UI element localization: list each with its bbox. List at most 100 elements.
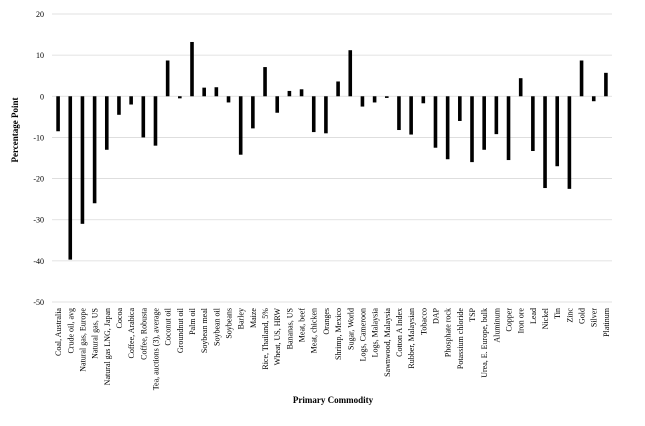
x-tick-label: Groundnut oil (176, 307, 185, 353)
bar (482, 96, 486, 150)
bar (470, 96, 474, 163)
y-axis-title: Percentage Point (10, 97, 20, 162)
y-tick-label: 20 (36, 10, 44, 19)
bar (117, 96, 121, 115)
bar (348, 50, 353, 97)
y-tick-label: -10 (33, 133, 44, 142)
y-tick-label: -30 (33, 216, 44, 225)
bars (56, 41, 608, 260)
x-tick-label: TSP (468, 307, 477, 321)
x-tick-label: Logs, Malaysia (371, 308, 380, 358)
bar (129, 96, 133, 105)
bar (104, 96, 109, 150)
x-tick-label: Aluminum (492, 307, 501, 342)
x-tick-label: Crude oil, avg (66, 308, 75, 354)
bar (433, 96, 438, 148)
x-tick-label: Cotton A Index (395, 308, 404, 357)
x-tick-label: Tobacco (419, 308, 428, 335)
bar (324, 96, 328, 134)
bar (421, 96, 426, 104)
y-axis-ticks: 20 10 0 -10 -20 -30 -40 -50 (33, 10, 44, 307)
x-tick-label: Barley (237, 308, 246, 329)
bar (251, 96, 255, 129)
y-tick-label: -40 (33, 257, 44, 266)
x-tick-label: Meat, chicken (310, 308, 319, 353)
bar (531, 96, 535, 152)
bar (494, 96, 499, 135)
x-tick-label: Rubber, Malaysian (407, 308, 416, 369)
y-tick-label: 0 (40, 92, 44, 101)
bar (397, 96, 401, 131)
bar (226, 96, 231, 103)
x-tick-label: Bananas, US (285, 308, 294, 349)
bar (141, 96, 146, 138)
x-tick-label: Urea, E. Europe, bulk (480, 308, 489, 378)
bar (214, 87, 219, 97)
x-tick-label: Zinc (565, 308, 574, 323)
bar (238, 96, 243, 155)
bar (506, 96, 511, 161)
x-tick-label: Natural gas LNG, Japan (103, 308, 112, 385)
bar (68, 96, 73, 260)
x-tick-label: Wheat, US, HRW (273, 308, 282, 366)
x-tick-label: DAP (431, 307, 440, 324)
bar (372, 96, 377, 103)
x-tick-label: Iron ore (517, 308, 526, 334)
gridlines (52, 13, 612, 303)
x-tick-label: Natural gas, US (91, 308, 100, 359)
bar (92, 96, 97, 204)
bar (360, 96, 365, 107)
x-tick-label: Sugar, World (346, 308, 355, 350)
bar (202, 87, 206, 97)
x-tick-label: Lead (529, 308, 538, 324)
y-tick-label: 10 (36, 51, 44, 60)
bar (287, 90, 292, 97)
x-tick-label: Gold (578, 308, 587, 324)
bar (165, 60, 170, 97)
bar (80, 96, 85, 224)
x-tick-label: Meat, beef (298, 308, 307, 343)
x-tick-label: Tin (553, 308, 562, 319)
x-tick-label: Palm oil (188, 307, 197, 335)
x-tick-label: Coconut oil (164, 307, 173, 345)
x-tick-label: Soybean oil (212, 307, 221, 346)
x-tick-label: Nickel (541, 307, 550, 329)
x-tick-label: Coffee, Arabica (127, 308, 136, 359)
x-tick-label: Potassium chloride (456, 308, 465, 370)
x-tick-label: Soybeans (225, 308, 234, 339)
x-axis-title: Primary Commodity (293, 395, 374, 405)
bar (299, 89, 304, 97)
x-tick-label: Cocoa (115, 308, 124, 329)
x-tick-label: Shrimp, Mexico (334, 308, 343, 360)
bar (458, 96, 462, 121)
x-tick-label: Soybean meal (200, 307, 209, 353)
x-tick-label: Logs, Cameroon (358, 308, 367, 361)
bar (409, 96, 413, 135)
bar (555, 96, 560, 167)
x-tick-label: Rice, Thailand, 5% (261, 308, 270, 370)
x-tick-label: Oranges (322, 308, 331, 335)
bar (591, 96, 596, 102)
bar (604, 72, 608, 97)
x-tick-label: Natural gas, Europe (78, 308, 87, 372)
x-tick-label: Coal, Australia (54, 308, 63, 356)
bar (190, 41, 194, 97)
bar (384, 96, 389, 98)
x-tick-label: Platinum (602, 307, 611, 337)
x-tick-label: Silver (590, 308, 599, 327)
x-tick-label: Phosphate rock (444, 308, 453, 357)
x-axis-ticks: Coal, Australia Crude oil, avg Natural gas… (54, 307, 611, 390)
y-tick-label: -20 (33, 175, 44, 184)
x-tick-label: Sawnwood, Malaysia (383, 308, 392, 377)
x-tick-label: Copper (505, 308, 514, 332)
y-tick-label: -50 (33, 298, 44, 307)
bar (445, 96, 450, 160)
bar (543, 96, 547, 189)
bar (311, 96, 316, 133)
x-tick-label: Tea, auctions (3), average (151, 308, 160, 391)
bar (263, 67, 267, 97)
bar (579, 60, 584, 97)
bar (178, 96, 182, 99)
x-tick-label: Maize (249, 308, 258, 328)
